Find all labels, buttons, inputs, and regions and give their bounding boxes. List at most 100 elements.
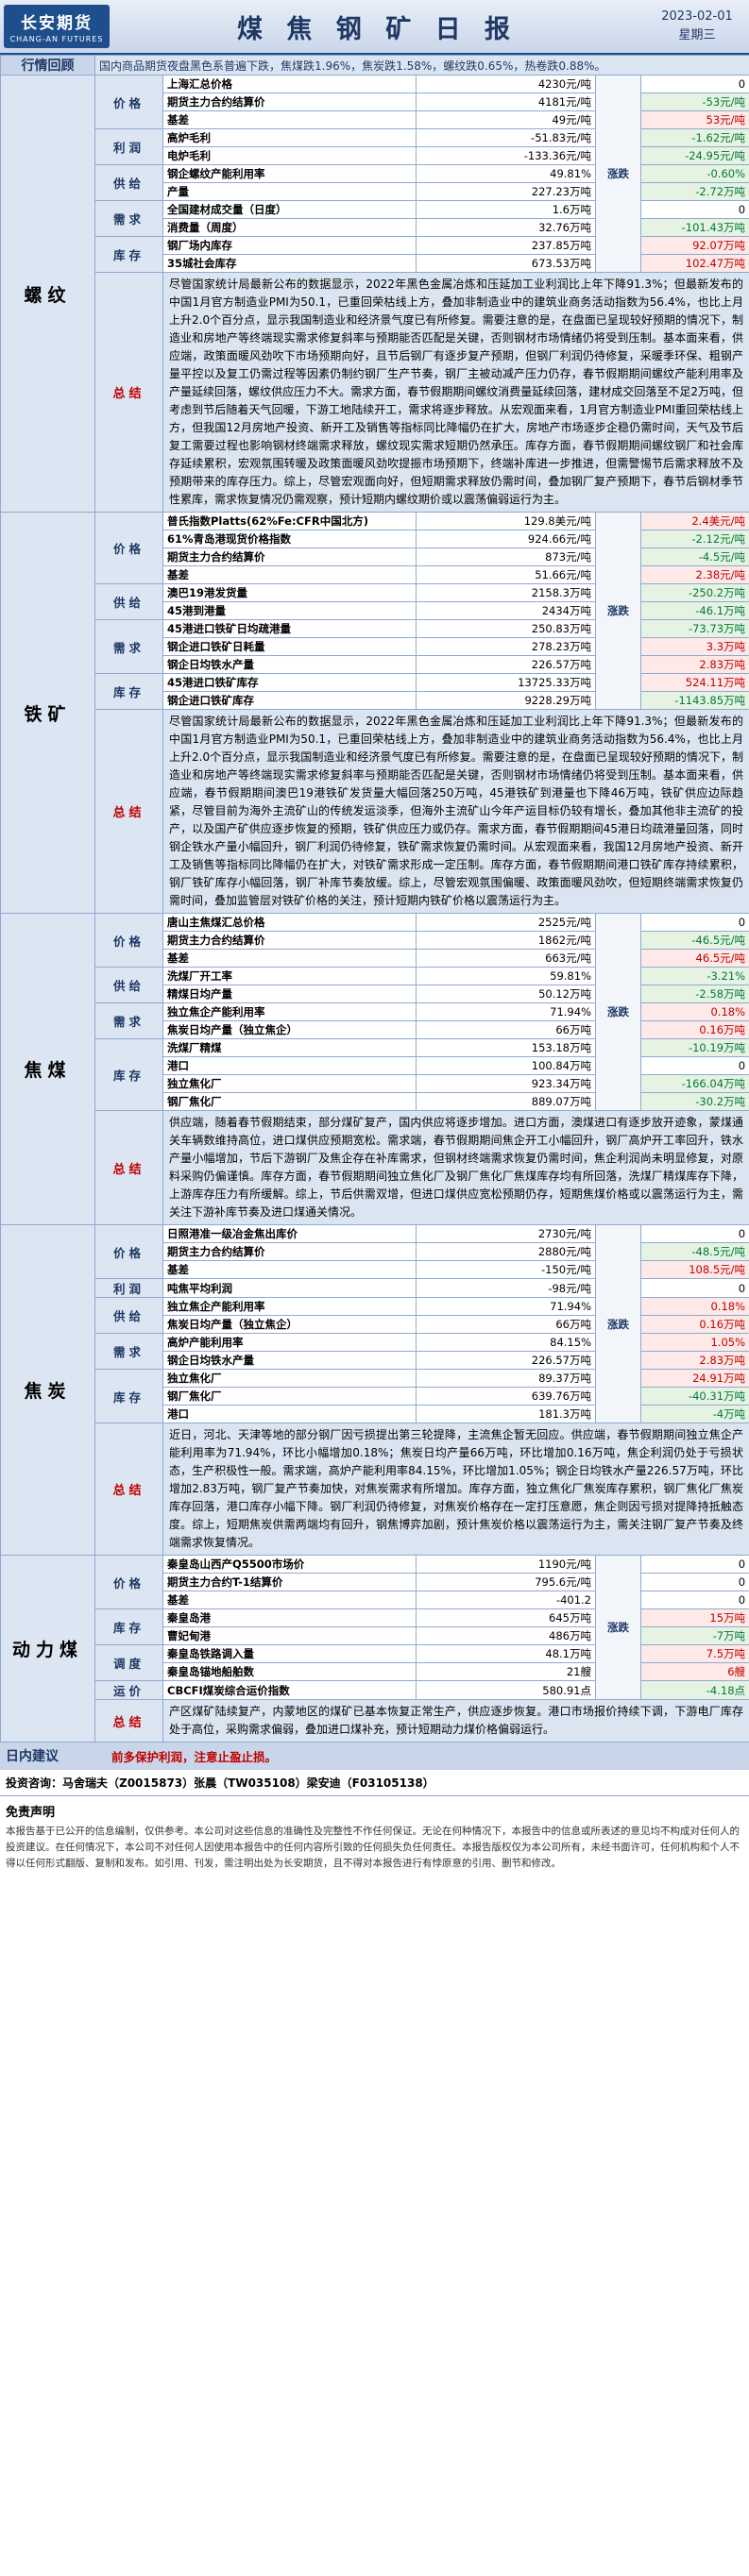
advice-text: 前多保护利润，注意止盈止损。	[111, 1750, 278, 1764]
item-value: 2880元/吨	[416, 1242, 596, 1261]
item-value: -133.36元/吨	[416, 146, 596, 165]
item-name: 独立焦化厂	[162, 1074, 417, 1093]
data-row: 期货主力合约T-1结算价 795.6元/吨 0	[1, 1573, 749, 1591]
item-name: CBCFI煤炭综合运价指数	[162, 1680, 417, 1700]
data-row: 期货主力合约结算价 2880元/吨 -48.5元/吨	[1, 1242, 749, 1261]
item-name: 钢厂焦化厂	[162, 1092, 417, 1111]
group-label: 库存	[94, 1608, 163, 1645]
item-change: 0	[639, 75, 749, 93]
advice: 日内建议 前多保护利润，注意止盈止损。	[0, 1743, 749, 1770]
item-name: 吨焦平均利润	[162, 1278, 417, 1298]
item-change: -250.2万吨	[639, 583, 749, 602]
review-label: 行情回顾	[0, 55, 95, 76]
summary-text: 尽管国家统计局最新公布的数据显示，2022年黑色金属冶炼和压延加工业利润比上年下…	[162, 709, 749, 914]
item-change: 2.83万吨	[639, 1351, 749, 1370]
item-name: 基差	[162, 1591, 417, 1609]
item-name: 钢企进口铁矿日耗量	[162, 637, 417, 656]
item-name: 期货主力合约结算价	[162, 1242, 417, 1261]
data-row: 产量 227.23万吨 -2.72万吨	[1, 182, 749, 201]
item-change: -40.31万吨	[639, 1387, 749, 1406]
weekday: 星期三	[678, 28, 716, 42]
group-label: 供给	[94, 967, 163, 1003]
item-name: 45港进口铁矿库存	[162, 673, 417, 692]
item-change: 0	[639, 1573, 749, 1591]
item-change: -166.04万吨	[639, 1074, 749, 1093]
item-name: 秦皇岛山西产Q5500市场价	[162, 1555, 417, 1574]
summary-label: 总结	[94, 1699, 163, 1743]
item-change: 15万吨	[639, 1608, 749, 1627]
item-value: 4181元/吨	[416, 93, 596, 111]
group-label: 供给	[94, 583, 163, 620]
change-label: 涨跌	[595, 1224, 641, 1423]
item-name: 期货主力合约结算价	[162, 931, 417, 950]
data-row: 基差 51.66元/吨 2.38元/吨	[1, 565, 749, 584]
item-name: 产量	[162, 182, 417, 201]
item-change: -1.62元/吨	[639, 128, 749, 147]
item-change: -4.5元/吨	[639, 547, 749, 566]
item-name: 港口	[162, 1056, 417, 1075]
item-name: 秦皇岛锚地船舶数	[162, 1662, 417, 1681]
item-name: 独立焦企产能利用率	[162, 1002, 417, 1021]
item-name: 普氏指数Platts(62%Fe:CFR中国北方)	[162, 512, 417, 530]
table-body: 行情回顾 国内商品期货夜盘黑色系普遍下跌，焦煤跌1.96%，焦炭跌1.58%，螺…	[0, 55, 749, 1743]
data-row: 电炉毛利 -133.36元/吨 -24.95元/吨	[1, 146, 749, 165]
date: 2023-02-01	[661, 9, 733, 24]
item-value: 4230元/吨	[416, 75, 596, 93]
item-name: 洗煤厂精煤	[162, 1038, 417, 1057]
data-row: 调度 秦皇岛铁路调入量 48.1万吨 7.5万吨	[1, 1644, 749, 1681]
item-name: 钢厂焦化厂	[162, 1387, 417, 1406]
item-value: 66万吨	[416, 1020, 596, 1039]
summary-row: 总结 供应端，随着春节假期结束，部分煤矿复产，国内供应将逐步增加。进口方面，澳煤进…	[1, 1110, 749, 1225]
data-row: 焦煤 价格 唐山主焦煤汇总价格 2525元/吨 涨跌 0	[0, 913, 749, 1225]
data-row: 运价 CBCFI煤炭综合运价指数 580.91点 -4.18点	[1, 1680, 749, 1700]
item-value: 580.91点	[416, 1680, 596, 1700]
group-label: 价格	[94, 75, 163, 129]
item-name: 港口	[162, 1405, 417, 1423]
summary-row: 总结 尽管国家统计局最新公布的数据显示，2022年黑色金属冶炼和压延加工业利润比上…	[1, 272, 749, 513]
item-value: 645万吨	[416, 1608, 596, 1627]
item-value: 50.12万吨	[416, 985, 596, 1003]
item-change: 7.5万吨	[639, 1644, 749, 1663]
summary-label: 总结	[94, 1423, 163, 1556]
item-change: -2.12元/吨	[639, 530, 749, 548]
item-change: 0.18%	[639, 1002, 749, 1021]
item-value: 639.76万吨	[416, 1387, 596, 1406]
item-value: 100.84万吨	[416, 1056, 596, 1075]
item-change: 108.5元/吨	[639, 1260, 749, 1279]
item-name: 独立焦企产能利用率	[162, 1297, 417, 1316]
item-value: -51.83元/吨	[416, 128, 596, 147]
data-row: 库存 秦皇岛港 645万吨 15万吨	[1, 1608, 749, 1645]
item-change: 92.07万吨	[639, 236, 749, 255]
group-label: 利润	[94, 1278, 163, 1298]
item-value: 21艘	[416, 1662, 596, 1681]
data-row: 钢企进口铁矿日耗量 278.23万吨 3.3万吨	[1, 637, 749, 656]
report-title: 煤 焦 钢 矿 日 报	[237, 14, 518, 44]
item-name: 电炉毛利	[162, 146, 417, 165]
item-value: -98元/吨	[416, 1278, 596, 1298]
item-value: 129.8美元/吨	[416, 512, 596, 530]
item-change: 1.05%	[639, 1333, 749, 1352]
summary-row: 总结 近日，河北、天津等地的部分钢厂因亏损提出第三轮提降，主流焦企暂无回应。供应端…	[1, 1423, 749, 1556]
item-change: -10.19万吨	[639, 1038, 749, 1057]
item-name: 上海汇总价格	[162, 75, 417, 93]
summary-label: 总结	[94, 1110, 163, 1225]
item-name: 精煤日均产量	[162, 985, 417, 1003]
item-change: 6艘	[639, 1662, 749, 1681]
item-value: 9228.29万吨	[416, 691, 596, 710]
group-label: 调度	[94, 1644, 163, 1681]
item-value: 923.34万吨	[416, 1074, 596, 1093]
advice-label: 日内建议	[6, 1749, 59, 1764]
item-value: 250.83万吨	[416, 619, 596, 638]
item-name: 全国建材成交量（日度）	[162, 200, 417, 219]
item-value: 1190元/吨	[416, 1555, 596, 1574]
item-name: 期货主力合约结算价	[162, 547, 417, 566]
item-change: 0.18%	[639, 1297, 749, 1316]
item-value: -401.2	[416, 1591, 596, 1609]
item-name: 钢企螺纹产能利用率	[162, 164, 417, 183]
item-value: 2525元/吨	[416, 913, 596, 932]
group-label: 价格	[94, 512, 163, 584]
item-name: 焦炭日均产量（独立焦企）	[162, 1020, 417, 1039]
item-value: 663元/吨	[416, 949, 596, 968]
item-value: 66万吨	[416, 1315, 596, 1334]
logo-text: 长安期货	[21, 14, 93, 33]
